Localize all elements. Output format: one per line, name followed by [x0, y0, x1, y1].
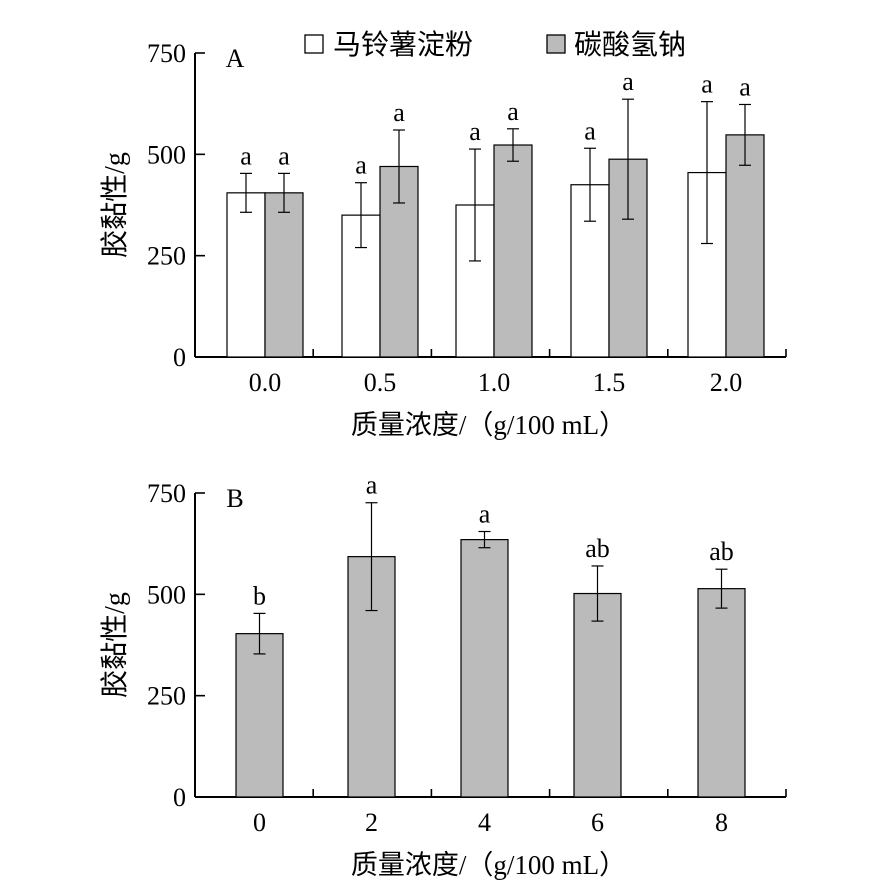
x-tick-label: 1.5 [593, 368, 626, 397]
y-tick-label: 0 [173, 343, 186, 372]
significance-label: a [240, 141, 252, 170]
significance-label: ab [709, 537, 734, 566]
significance-label: a [739, 72, 751, 101]
significance-label: a [584, 116, 596, 145]
x-tick-label: 0 [253, 808, 266, 837]
legend-swatch [304, 34, 324, 54]
legend-swatch [546, 34, 566, 54]
x-tick-label: 6 [591, 808, 604, 837]
x-tick-label: 2 [365, 808, 378, 837]
x-tick-label: 1.0 [478, 368, 511, 397]
bar [725, 134, 765, 358]
panel-label: A [226, 44, 245, 73]
y-tick-label: 750 [147, 479, 186, 508]
significance-label: a [278, 141, 290, 170]
significance-label: a [701, 70, 713, 99]
significance-label: a [366, 471, 378, 500]
significance-label: a [622, 67, 634, 96]
significance-label: a [355, 151, 367, 180]
x-tick-label: 2.0 [710, 368, 743, 397]
y-axis-title: 胶黏性/g [99, 152, 131, 258]
significance-label: a [507, 97, 519, 126]
bar [573, 592, 622, 798]
panel-label: B [226, 484, 243, 513]
bar [460, 539, 509, 798]
bar [493, 144, 533, 358]
significance-label: a [479, 500, 491, 529]
bar [235, 633, 284, 798]
legend-label: 马铃薯淀粉 [333, 29, 473, 61]
significance-label: ab [585, 534, 610, 563]
x-axis-title: 质量浓度/（g/100 mL） [351, 850, 626, 880]
y-tick-label: 500 [147, 580, 186, 609]
bar [697, 588, 746, 798]
x-tick-label: 8 [715, 808, 728, 837]
bar [226, 192, 266, 358]
legend-label: 碳酸氢钠 [574, 29, 686, 61]
y-tick-label: 500 [147, 140, 186, 169]
x-tick-label: 0.5 [364, 368, 397, 397]
y-tick-label: 250 [147, 682, 186, 711]
y-tick-label: 0 [173, 783, 186, 812]
y-tick-label: 750 [147, 39, 186, 68]
panel-b: 0 250 500 750 b 0 a 2 a 4 ab 6 ab 8 B 胶黏性/g 质量浓度/（g/100 … [99, 471, 787, 880]
significance-label: b [253, 581, 266, 610]
significance-label: a [469, 117, 481, 146]
legend: 马铃薯淀粉 碳酸氢钠 [304, 29, 686, 61]
x-tick-label: 4 [478, 808, 491, 837]
x-axis-title: 质量浓度/（g/100 mL） [351, 410, 626, 440]
significance-label: a [393, 98, 405, 127]
x-tick-label: 0.0 [249, 368, 282, 397]
y-tick-label: 250 [147, 242, 186, 271]
bar [264, 192, 304, 358]
y-axis-title: 胶黏性/g [99, 592, 131, 698]
